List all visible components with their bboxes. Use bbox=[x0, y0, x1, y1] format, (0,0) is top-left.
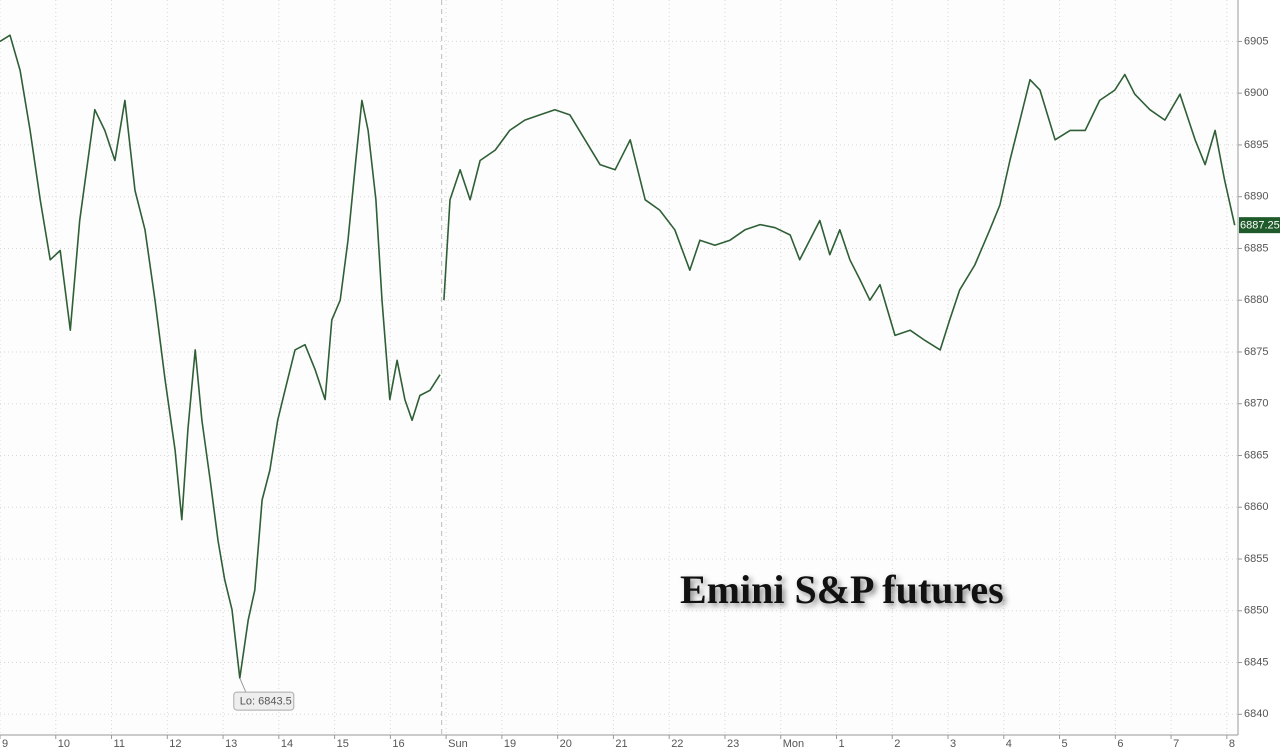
x-tick-label: 3 bbox=[950, 738, 956, 750]
x-tick-label: 1 bbox=[838, 738, 844, 750]
y-tick-label: 6900 bbox=[1244, 87, 1268, 99]
y-tick-label: 6855 bbox=[1244, 553, 1268, 565]
low-pointer bbox=[239, 677, 247, 693]
x-tick-label: 13 bbox=[225, 738, 237, 750]
x-tick-label: 19 bbox=[504, 738, 516, 750]
low-label: Lo: 6843.5 bbox=[240, 695, 292, 707]
x-tick-label: 21 bbox=[615, 738, 627, 750]
x-tick-label: 15 bbox=[337, 738, 349, 750]
y-tick-label: 6845 bbox=[1244, 656, 1268, 668]
x-tick-label: 11 bbox=[114, 738, 125, 750]
y-tick-label: 6840 bbox=[1244, 708, 1268, 720]
y-tick-label: 6865 bbox=[1244, 449, 1268, 461]
x-tick-label: 6 bbox=[1117, 738, 1123, 750]
y-tick-label: 6895 bbox=[1244, 139, 1268, 151]
low-label-box bbox=[233, 691, 295, 711]
x-tick-label: 14 bbox=[281, 738, 293, 750]
y-tick-label: 6880 bbox=[1244, 294, 1268, 306]
x-tick-label: 9 bbox=[2, 738, 8, 750]
x-tick-label: 16 bbox=[392, 738, 404, 750]
x-tick-label: 7 bbox=[1173, 738, 1179, 750]
x-tick-label: Sun bbox=[448, 738, 468, 750]
x-tick-label: 10 bbox=[58, 738, 70, 750]
x-tick-label: 8 bbox=[1229, 738, 1235, 750]
chart-title: Emini S&P futures bbox=[680, 567, 1004, 612]
x-tick-label: 20 bbox=[560, 738, 572, 750]
price-line bbox=[0, 34, 1236, 679]
x-tick-label: 4 bbox=[1006, 738, 1012, 750]
x-tick-label: Mon bbox=[783, 738, 804, 750]
last-price-box bbox=[1239, 217, 1280, 234]
x-tick-label: 22 bbox=[671, 738, 683, 750]
x-tick-label: 5 bbox=[1062, 738, 1068, 750]
x-tick-label: 23 bbox=[727, 738, 739, 750]
last-price-label: 6887.25 bbox=[1240, 220, 1280, 232]
y-tick-label: 6870 bbox=[1244, 398, 1268, 410]
y-tick-label: 6875 bbox=[1244, 346, 1268, 358]
y-tick-label: 6860 bbox=[1244, 501, 1268, 513]
plot-area bbox=[0, 0, 1238, 735]
y-tick-label: 6890 bbox=[1244, 191, 1268, 203]
x-tick-label: 12 bbox=[169, 738, 181, 750]
y-tick-label: 6850 bbox=[1244, 605, 1268, 617]
y-tick-label: 6905 bbox=[1244, 35, 1268, 47]
y-tick-label: 6885 bbox=[1244, 242, 1268, 254]
x-tick-label: 2 bbox=[894, 738, 900, 750]
